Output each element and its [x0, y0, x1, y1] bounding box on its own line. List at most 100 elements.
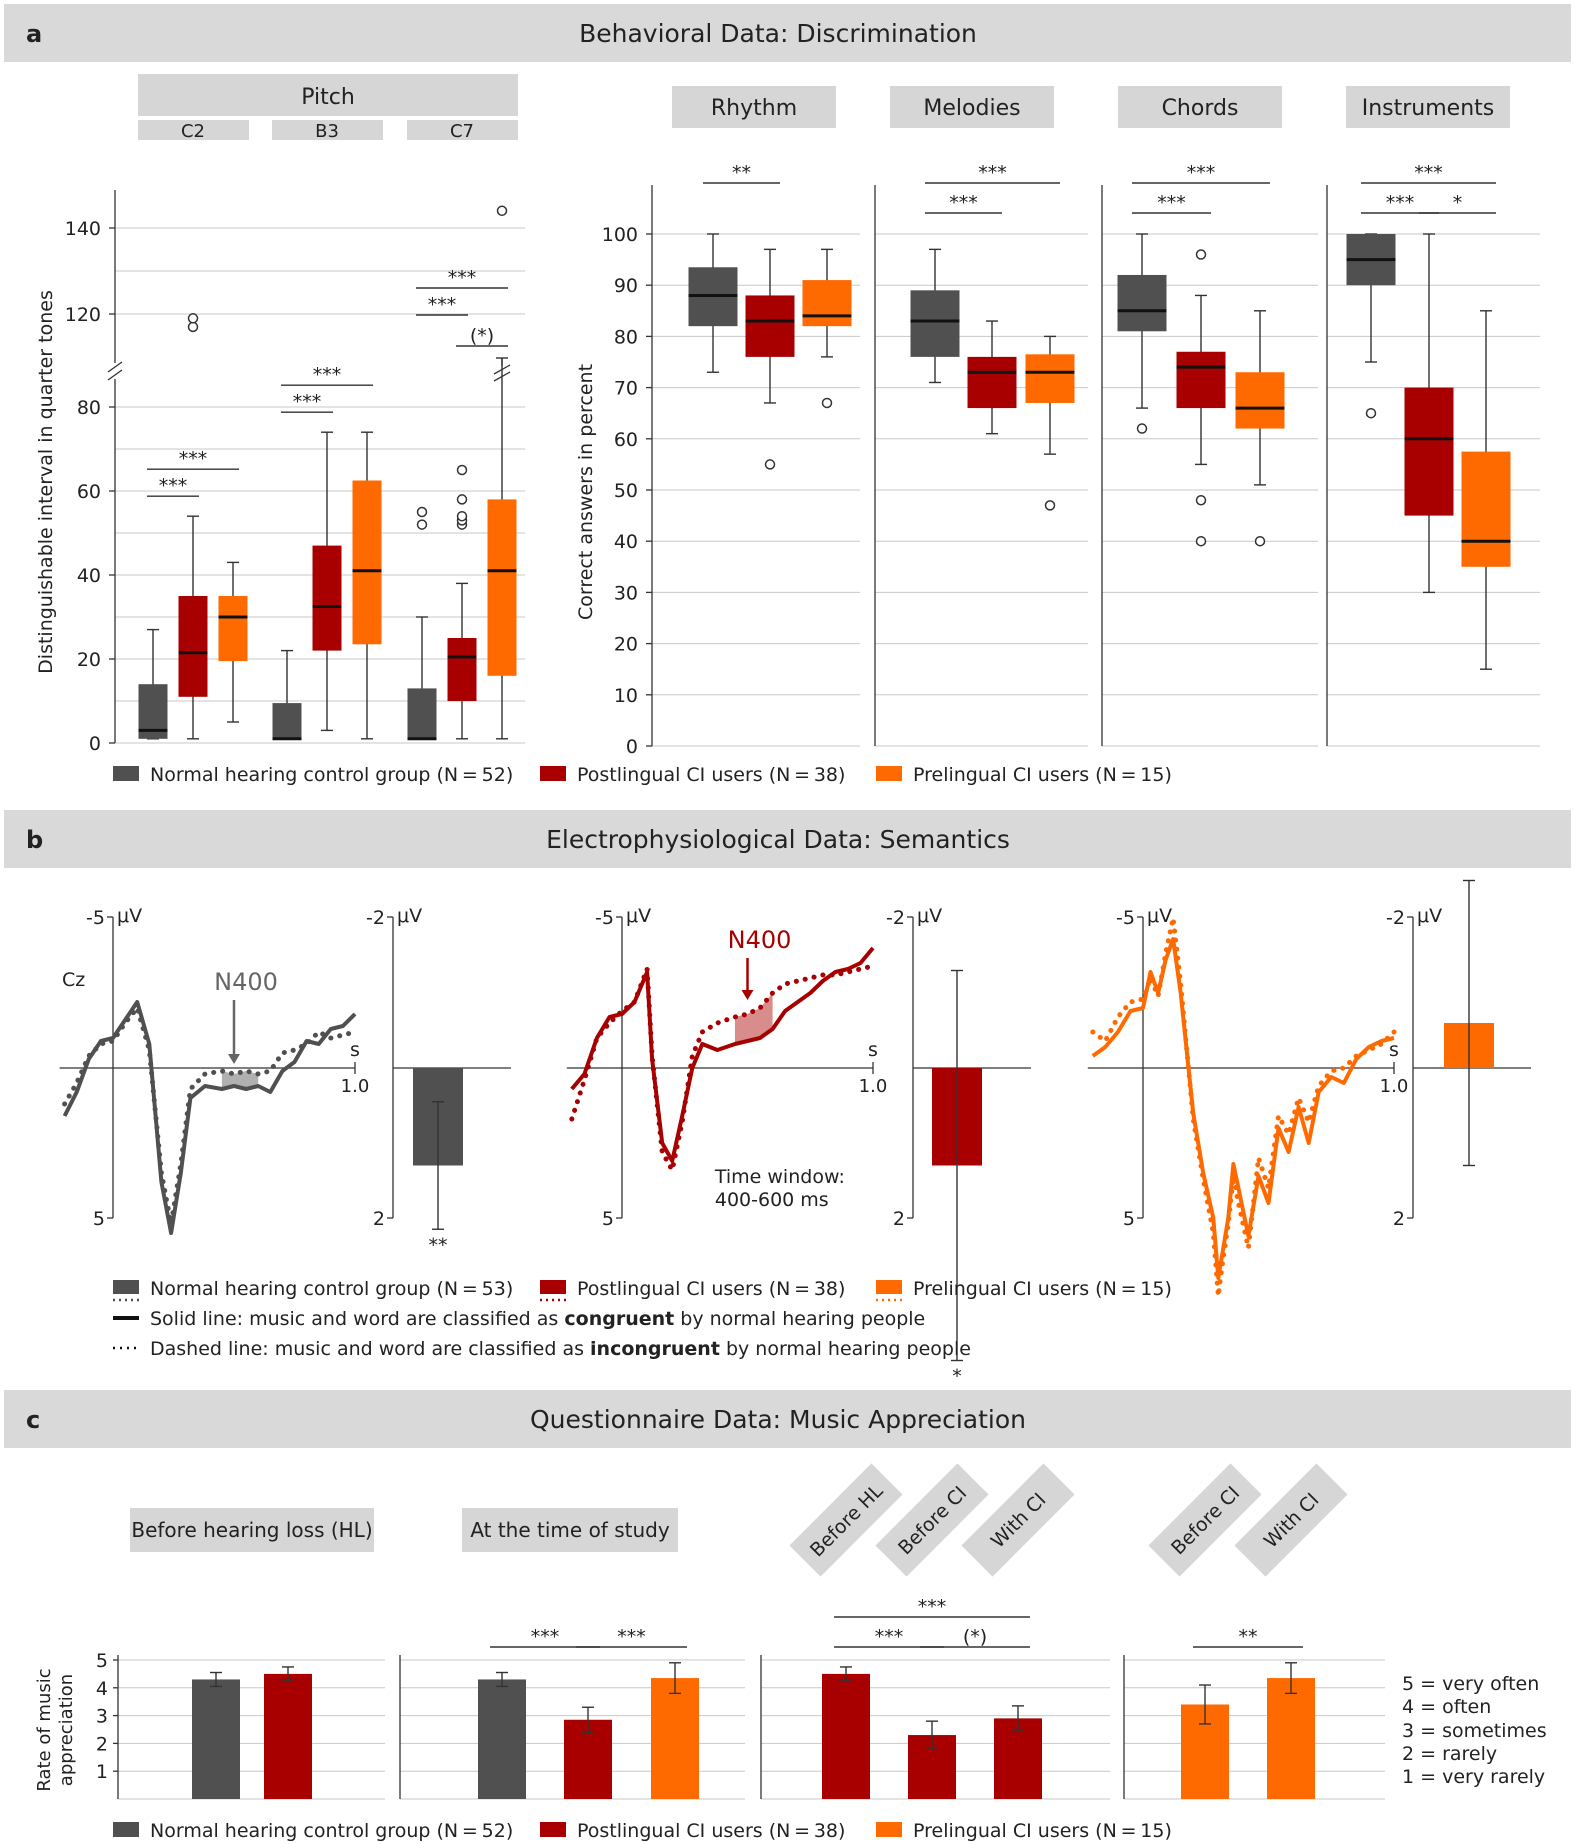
app-tilted-label-2-0: Before HL — [789, 1463, 903, 1577]
legend-b-solid-bold: congruent — [564, 1308, 674, 1330]
app-sig-label-1-1: *** — [617, 1626, 646, 1648]
erp-chart: Cz -5 μV 5 s 1.0 N400 -2 μV 2 ** -5 μV 5 s 1.0 N400 Time… — [59, 879, 1531, 1388]
pitch-C7-sig-label-1: *** — [448, 267, 477, 289]
pitch-B3-post-box — [312, 545, 342, 651]
section-c-band — [4, 1390, 1571, 1448]
legend-a: Normal hearing control group (N = 52) Po… — [113, 764, 1172, 786]
erp-time-window-label: Time window: — [714, 1166, 845, 1188]
pitch-C7-normal-box — [407, 688, 437, 739]
erp-x-end-label-normal: 1.0 — [341, 1076, 370, 1097]
erp-bar-sig-normal: ** — [429, 1234, 448, 1256]
erp-panel-post: -5 μV 5 s 1.0 N400 Time window:400-600 ms -2 μV 2… — [566, 905, 1031, 1388]
disc-title-3: Instruments — [1362, 96, 1495, 121]
disc-tick-label-30: 30 — [614, 582, 638, 604]
pitch-group-box-c2 — [138, 120, 249, 140]
disc-title-1: Melodies — [923, 96, 1020, 121]
pitch-group-label-c2: C2 — [181, 121, 205, 142]
disc-title-2: Chords — [1162, 96, 1239, 121]
disc-3-sig-label-2: * — [1453, 192, 1463, 214]
disc-3-normal-outlier-0 — [1365, 407, 1377, 419]
pitch-C7-sig-label-2: (*) — [470, 325, 494, 347]
erp-n400-area-post — [734, 993, 773, 1044]
legend-b-dashed-text: Dashed line: music and word are classifi… — [150, 1338, 971, 1360]
legend-c: Normal hearing control group (N = 52) Po… — [113, 1820, 1172, 1842]
disc-title-box-0 — [672, 86, 836, 128]
app-tick-label-4: 4 — [96, 1678, 108, 1700]
disc-3-post-box — [1404, 387, 1454, 516]
disc-3-pre-box — [1461, 451, 1511, 567]
pitch-title-box — [138, 74, 518, 116]
appreciation-scale-legend: 5 = very often 4 = often 3 = sometimes 2… — [1402, 1673, 1547, 1788]
disc-0-post-box — [745, 295, 795, 357]
section-c-letter: c — [26, 1406, 40, 1434]
legend-a-post-swatch — [540, 766, 566, 781]
app-tilted-box-3-1 — [1234, 1463, 1348, 1577]
appreciation-bars — [192, 1662, 1315, 1799]
erp-n400-arrowhead-normal — [228, 1054, 240, 1064]
pitch-tick-label-60: 60 — [77, 481, 101, 503]
erp-x-unit-normal: s — [350, 1039, 360, 1061]
disc-tick-label-50: 50 — [614, 480, 638, 502]
erp-time-window-value: 400-600 ms — [715, 1189, 829, 1211]
legend-c-post-label: Postlingual CI users (N = 38) — [577, 1820, 845, 1842]
erp-y-top-label-normal: -5 — [86, 907, 105, 929]
app-sig-label-2-0: *** — [875, 1626, 904, 1648]
disc-0-post-outlier-0 — [764, 459, 776, 470]
erp-x-unit-pre: s — [1389, 1039, 1399, 1061]
erp-y-unit-pre: μV — [1147, 905, 1172, 927]
disc-title-0: Rhythm — [711, 96, 797, 121]
scale-item-3: 3 = sometimes — [1402, 1720, 1547, 1742]
pitch-y-axis: 0 20 40 60 80 120 140 — [65, 190, 123, 755]
pitch-tick-label-40: 40 — [77, 565, 101, 587]
app-tick-label-2: 2 — [96, 1733, 108, 1755]
app-sig-label-1-0: *** — [531, 1626, 560, 1648]
erp-congruent-line-pre — [1091, 937, 1395, 1280]
erp-bar-y-unit-pre: μV — [1417, 905, 1442, 927]
disc-1-pre-outlier-0 — [1044, 500, 1056, 511]
pitch-axis-break-1 — [107, 361, 123, 373]
erp-panel-normal: -5 μV 5 s 1.0 N400 -2 μV 2 ** — [59, 905, 511, 1256]
disc-1-sig-label-1: *** — [978, 162, 1007, 184]
pitch-C7-normal-outlier-0 — [416, 519, 428, 530]
discrimination-panel-titles: Rhythm Melodies Chords Instruments — [672, 86, 1510, 128]
disc-3-sig-label-1: *** — [1414, 162, 1443, 184]
legend-b-pre-swatch — [876, 1280, 902, 1294]
disc-title-box-2 — [1118, 86, 1282, 128]
legend-b-pre-label: Prelingual CI users (N = 15) — [913, 1278, 1172, 1300]
erp-bar-y-top-normal: -2 — [366, 907, 385, 929]
disc-2-normal-outlier-0 — [1136, 423, 1148, 434]
legend-b-dashed-suffix: by normal hearing people — [720, 1338, 971, 1360]
legend-b-dashed-prefix: Dashed line: music and word are classifi… — [150, 1338, 590, 1360]
pitch-C2-sig-label-0: *** — [159, 475, 188, 497]
appreciation-y-axis: 1 2 3 4 5 — [96, 1650, 1125, 1799]
erp-y-bottom-label-normal: 5 — [93, 1208, 105, 1230]
erp-bar-y-unit-post: μV — [917, 905, 942, 927]
pitch-tick-label-120: 120 — [65, 304, 101, 326]
legend-c-normal-swatch — [113, 1822, 139, 1837]
pitch-group-label-b3: B3 — [315, 121, 339, 142]
section-b-band — [4, 810, 1571, 868]
legend-a-normal-label: Normal hearing control group (N = 52) — [150, 764, 513, 786]
disc-tick-label-60: 60 — [614, 429, 638, 451]
disc-title-box-3 — [1346, 86, 1510, 128]
disc-1-normal-box — [910, 290, 960, 357]
scale-item-5: 5 = very often — [1402, 1673, 1539, 1695]
pitch-tick-label-20: 20 — [77, 649, 101, 671]
pitch-C7-normal-outlier-1 — [416, 506, 428, 518]
app-tilted-box-2-1 — [875, 1463, 989, 1577]
erp-bar-sig-post: * — [952, 1366, 962, 1388]
legend-b-solid-suffix: by normal hearing people — [674, 1308, 925, 1330]
app-bar-1-0 — [478, 1679, 526, 1799]
disc-2-post-outlier-2 — [1195, 535, 1207, 547]
erp-panel-pre: -5 μV 5 s 1.0 -2 μV 2 — [1087, 879, 1531, 1297]
app-bar-0-0 — [192, 1679, 240, 1799]
app-tilted-label-3-0: Before CI — [1148, 1463, 1262, 1577]
erp-bar-y-bottom-pre: 2 — [1393, 1208, 1405, 1230]
pitch-significance: *** *** *** *** *** *** (*) — [147, 267, 508, 497]
pitch-B3-normal-box — [272, 703, 302, 739]
erp-x-end-label-pre: 1.0 — [1380, 1076, 1409, 1097]
scale-item-1: 1 = very rarely — [1402, 1766, 1545, 1788]
pitch-C2-pre-box — [218, 596, 248, 662]
erp-bar-y-top-pre: -2 — [1386, 907, 1405, 929]
appreciation-y-label-line2: appreciation — [56, 1674, 77, 1786]
